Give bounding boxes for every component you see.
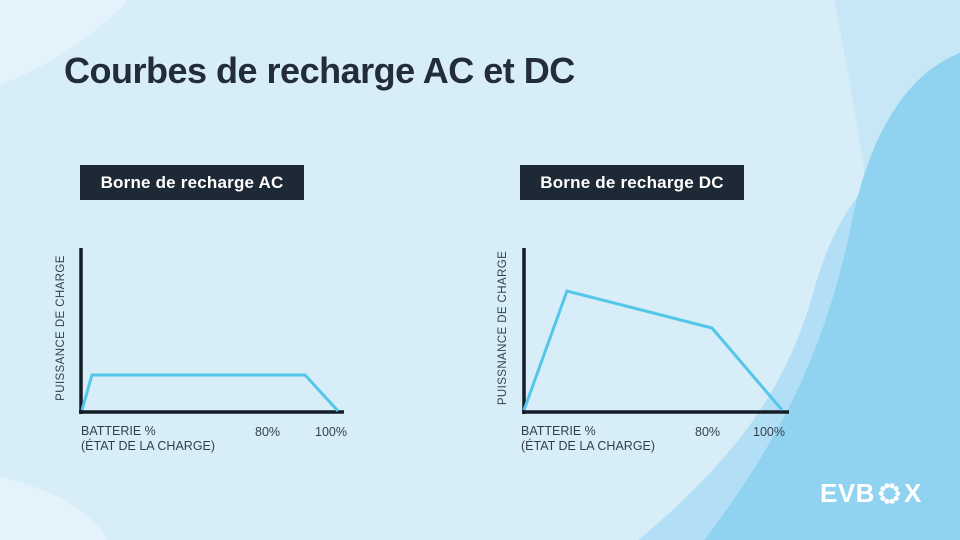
- dc-tick-100: 100%: [753, 425, 785, 439]
- badge-borne-dc-label: Borne de recharge DC: [540, 172, 724, 192]
- ac-x-axis-label-line1: BATTERIE %: [81, 424, 156, 438]
- deco-bottom-left-blob: [0, 476, 108, 540]
- dc-x-axis-label-line1: BATTERIE %: [521, 424, 596, 438]
- page-title: Courbes de recharge AC et DC: [64, 50, 575, 91]
- dc-x-axis-label: BATTERIE % (ÉTAT DE LA CHARGE): [521, 424, 655, 454]
- ac-tick-80: 80%: [255, 425, 281, 439]
- ac-x-axis-label: BATTERIE % (ÉTAT DE LA CHARGE): [81, 424, 215, 454]
- ac-tick-100: 100%: [315, 425, 347, 439]
- logo-text-evb: EVB: [820, 478, 875, 508]
- badge-borne-ac: Borne de recharge AC: [80, 165, 304, 200]
- deco-top-right-wedge: [834, 0, 960, 352]
- ac-y-axis-label: PUISSANCE DE CHARGE: [55, 255, 67, 401]
- ac-chart: [79, 248, 344, 414]
- ac-power-curve: [80, 373, 340, 413]
- logo-text-x: X: [903, 478, 922, 508]
- dc-chart: [522, 248, 789, 414]
- dc-tick-80: 80%: [695, 425, 721, 439]
- evbox-logo: EVB X: [820, 478, 922, 509]
- badge-borne-dc: Borne de recharge DC: [520, 165, 744, 200]
- logo-dotted-o-icon: [878, 483, 901, 504]
- ac-x-axis-label-line2: (ÉTAT DE LA CHARGE): [81, 439, 216, 453]
- badge-borne-ac-label: Borne de recharge AC: [100, 172, 284, 192]
- dc-x-axis-label-line2: (ÉTAT DE LA CHARGE): [521, 439, 656, 453]
- dc-power-curve: [522, 289, 784, 411]
- dc-y-axis-label: PUISSNANCE DE CHARGE: [497, 250, 509, 406]
